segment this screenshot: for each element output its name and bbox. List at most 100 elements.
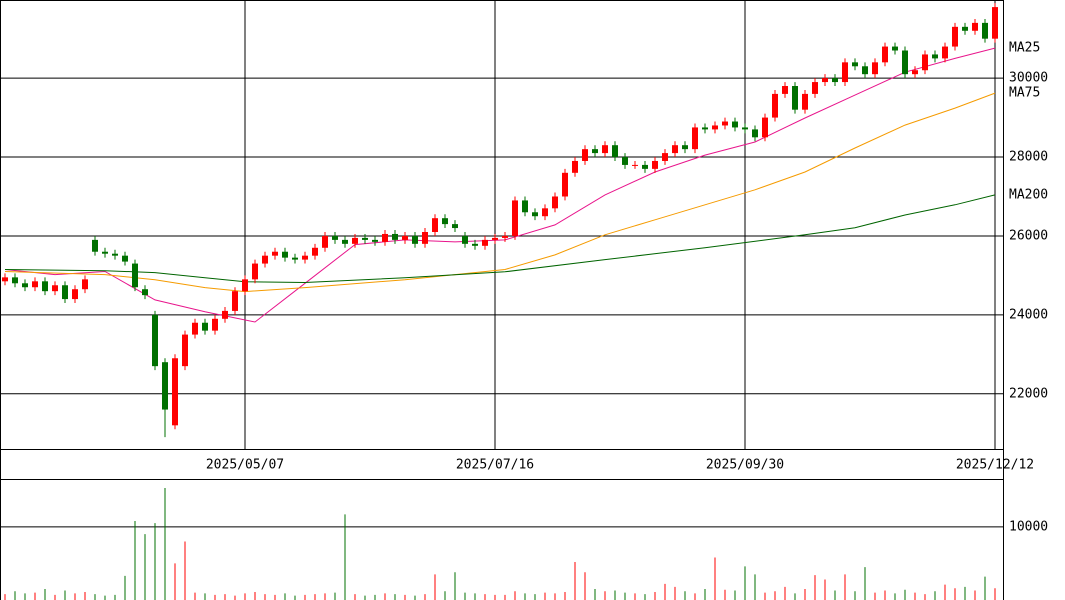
candle-body xyxy=(222,310,228,319)
candle-body xyxy=(192,322,198,335)
x-tick-label: 2025/07/16 xyxy=(456,458,534,473)
candle-body xyxy=(582,149,588,161)
volume-panel xyxy=(0,479,1004,600)
candle-body xyxy=(262,255,268,264)
candle-body xyxy=(992,7,998,39)
candle-body xyxy=(492,237,498,240)
legend-label: MA75 xyxy=(1009,86,1040,101)
candle-body xyxy=(312,247,318,256)
candle-body xyxy=(772,93,778,118)
candle-body xyxy=(932,54,938,59)
y-tick-label: 30000 xyxy=(1009,71,1048,86)
candle-body xyxy=(92,239,98,252)
candle-body xyxy=(682,145,688,150)
candle-body xyxy=(232,291,238,311)
candle-body xyxy=(302,255,308,260)
candle-body xyxy=(2,277,8,282)
candle-body xyxy=(62,285,68,300)
candle-body xyxy=(762,117,768,138)
candle-body xyxy=(282,251,288,258)
candle-body xyxy=(162,362,168,410)
candle-body xyxy=(252,263,258,280)
candle-body xyxy=(872,62,878,75)
candle-body xyxy=(32,281,38,288)
legend-label: MA200 xyxy=(1009,187,1048,202)
candle-body xyxy=(472,243,478,246)
candle-body xyxy=(152,314,158,367)
candle-body xyxy=(702,127,708,130)
candle-body xyxy=(212,318,218,331)
candle-body xyxy=(922,54,928,71)
x-tick-label: 2025/12/12 xyxy=(956,458,1034,473)
candle-body xyxy=(52,285,58,292)
candle-body xyxy=(572,160,578,173)
candle-body xyxy=(392,233,398,240)
candle-body xyxy=(272,251,278,256)
candle-body xyxy=(562,172,568,197)
candle-body xyxy=(652,160,658,169)
candle-body xyxy=(132,263,138,288)
candle-body xyxy=(742,127,748,130)
candle-body xyxy=(672,145,678,154)
candle-body xyxy=(322,235,328,248)
candle-body xyxy=(82,279,88,290)
candle-body xyxy=(522,200,528,213)
candle-body xyxy=(722,121,728,126)
candle-body xyxy=(812,82,818,94)
candle-body xyxy=(802,93,808,110)
legend-label: MA25 xyxy=(1009,41,1040,56)
candle-body xyxy=(972,22,978,31)
candle-body xyxy=(352,237,358,244)
candle-body xyxy=(122,255,128,262)
candle-body xyxy=(332,235,338,240)
candle-body xyxy=(792,86,798,110)
candle-body xyxy=(612,145,618,158)
candle-body xyxy=(512,200,518,236)
candle-body xyxy=(552,196,558,209)
y-tick-label: 28000 xyxy=(1009,150,1048,165)
price-panel xyxy=(0,0,1004,450)
candle-body xyxy=(982,22,988,39)
candle-body xyxy=(22,283,28,288)
candle-body xyxy=(782,86,788,94)
candle-body xyxy=(732,121,738,128)
candle-body xyxy=(602,145,608,154)
candle-body xyxy=(912,70,918,75)
candle-body xyxy=(952,26,958,47)
y-tick-label: 22000 xyxy=(1009,386,1048,401)
candle-body xyxy=(692,127,698,150)
candle-body xyxy=(662,153,668,161)
candle-body xyxy=(532,212,538,217)
candle-body xyxy=(242,279,248,292)
candle-body xyxy=(182,334,188,367)
candle-body xyxy=(172,358,178,426)
candle-body xyxy=(502,235,508,238)
candle-body xyxy=(412,235,418,244)
ma-line xyxy=(4,92,996,293)
x-tick-label: 2025/05/07 xyxy=(206,458,284,473)
candle-body xyxy=(462,235,468,244)
candle-body xyxy=(542,208,548,217)
ma-line xyxy=(4,194,996,284)
x-tick-label: 2025/09/30 xyxy=(706,458,784,473)
candle-body xyxy=(862,66,868,75)
candle-body xyxy=(362,237,368,240)
y-tick-label: 26000 xyxy=(1009,228,1048,243)
candle-body xyxy=(142,289,148,296)
candle-body xyxy=(102,251,108,254)
candle-body xyxy=(902,50,908,75)
candle-body xyxy=(632,164,638,166)
candle-body xyxy=(962,26,968,31)
candle-body xyxy=(592,149,598,154)
candle-body xyxy=(442,218,448,225)
candle-body xyxy=(642,164,648,169)
candle-body xyxy=(622,157,628,165)
candle-body xyxy=(712,125,718,130)
candle-body xyxy=(72,289,78,300)
candle-body xyxy=(12,277,18,284)
candle-body xyxy=(752,129,758,138)
candle-body xyxy=(482,239,488,246)
candle-body xyxy=(42,281,48,292)
candle-body xyxy=(422,231,428,244)
candle-body xyxy=(112,253,118,256)
